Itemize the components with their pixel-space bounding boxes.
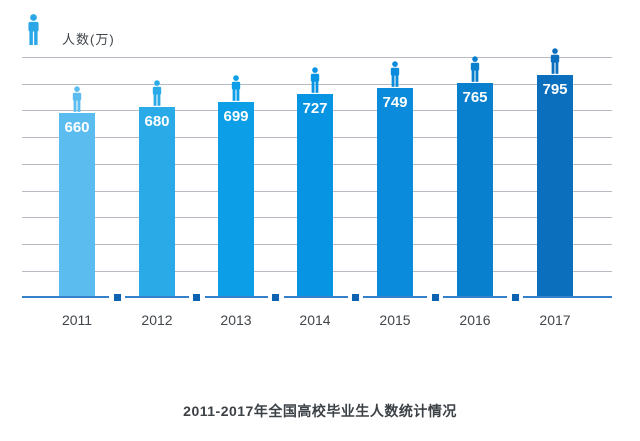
axis-square-marker — [272, 294, 279, 301]
y-axis-label: 人数(万) — [62, 32, 115, 47]
bar-value-label: 660 — [64, 119, 90, 136]
axis-line-segment — [363, 296, 427, 298]
x-axis-label-2011: 2011 — [61, 312, 93, 328]
bar-2012: 680 — [139, 107, 175, 296]
bar-value-label: 727 — [302, 100, 328, 117]
axis-line-segment — [22, 296, 109, 298]
person-icon — [25, 14, 42, 50]
x-axis-label-2017: 2017 — [539, 312, 571, 328]
person-icon — [229, 75, 243, 106]
bar-2013: 699 — [218, 102, 254, 296]
axis-square-marker — [193, 294, 200, 301]
bar-2014: 727 — [297, 94, 333, 296]
y-axis-legend: 人数(万) — [25, 14, 115, 50]
bar-2017: 795 — [537, 75, 573, 296]
bar-2011: 660 — [59, 113, 95, 296]
person-icon — [388, 61, 402, 92]
axis-line-segment — [125, 296, 189, 298]
axis-line-segment — [205, 296, 268, 298]
bar-2015: 749 — [377, 88, 413, 296]
x-axis-label-2012: 2012 — [141, 312, 173, 328]
axis-square-marker — [352, 294, 359, 301]
person-icon — [150, 80, 164, 111]
bar-value-label: 795 — [542, 81, 568, 98]
person-icon — [548, 48, 562, 79]
bar-2016: 765 — [457, 83, 493, 296]
x-axis-label-2016: 2016 — [459, 312, 491, 328]
person-icon — [308, 67, 322, 98]
axis-line-segment — [284, 296, 348, 298]
x-axis-label-2015: 2015 — [379, 312, 411, 328]
bar-value-label: 680 — [144, 113, 170, 130]
x-axis-label-2013: 2013 — [220, 312, 252, 328]
x-axis-label-2014: 2014 — [299, 312, 331, 328]
axis-line-segment — [523, 296, 612, 298]
axis-line-segment — [443, 296, 507, 298]
axis-square-marker — [432, 294, 439, 301]
person-icon — [468, 56, 482, 87]
person-icon — [70, 86, 84, 117]
axis-square-marker — [114, 294, 121, 301]
gridline — [22, 57, 612, 58]
bar-value-label: 699 — [223, 108, 249, 125]
chart-title: 2011-2017年全国高校毕业生人数统计情况 — [183, 403, 457, 419]
bar-value-label: 765 — [462, 89, 488, 106]
bar-value-label: 749 — [382, 94, 408, 111]
axis-square-marker — [512, 294, 519, 301]
